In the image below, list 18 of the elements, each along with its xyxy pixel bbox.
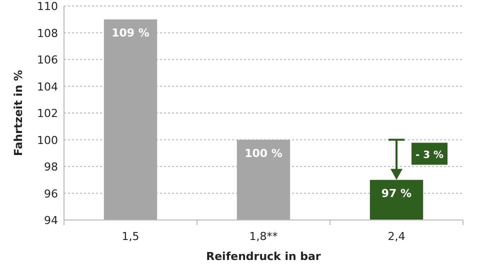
y-tick-label: 94 bbox=[44, 214, 58, 227]
y-tick-label: 98 bbox=[44, 160, 58, 174]
x-tick-label: 2,4 bbox=[388, 230, 406, 243]
y-axis-title: Fahrtzeit in % bbox=[12, 70, 25, 156]
x-tick-label: 1,8** bbox=[249, 230, 278, 243]
y-tick-label: 108 bbox=[37, 26, 58, 40]
data-label: 109 % bbox=[112, 26, 150, 40]
y-tick-label: 96 bbox=[44, 187, 58, 200]
y-tick-label: 110 bbox=[37, 0, 58, 13]
y-tick-label: 106 bbox=[37, 54, 58, 66]
data-label: 100 % bbox=[244, 146, 282, 160]
y-tick-label: 102 bbox=[37, 107, 58, 120]
x-tick-label: 1,5 bbox=[122, 230, 140, 243]
data-label: 97 % bbox=[381, 186, 412, 200]
x-axis-title: Reifendruck in bar bbox=[206, 250, 322, 263]
annotation: - 3 % bbox=[415, 150, 444, 161]
y-tick-label: 100 bbox=[37, 134, 58, 147]
y-tick-label: 104 bbox=[37, 80, 58, 94]
